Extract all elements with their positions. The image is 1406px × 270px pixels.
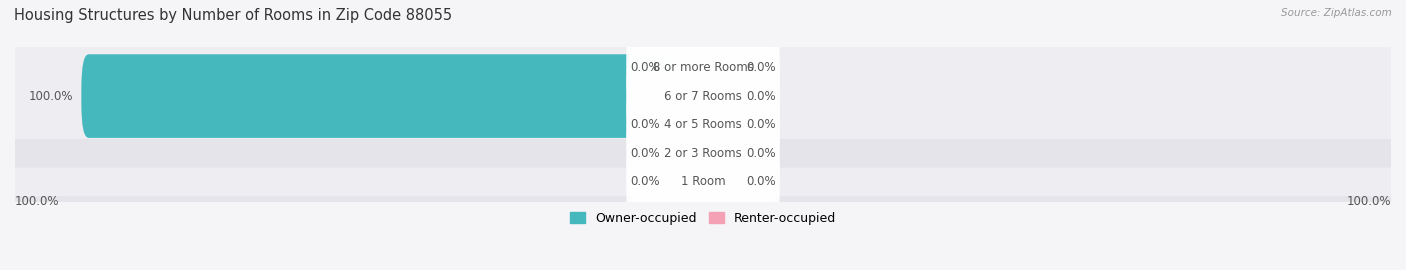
Text: 0.0%: 0.0%: [747, 90, 776, 103]
FancyBboxPatch shape: [669, 146, 709, 218]
Legend: Owner-occupied, Renter-occupied: Owner-occupied, Renter-occupied: [565, 207, 841, 230]
Text: 0.0%: 0.0%: [630, 118, 659, 131]
Text: 100.0%: 100.0%: [15, 195, 59, 208]
Text: Housing Structures by Number of Rooms in Zip Code 88055: Housing Structures by Number of Rooms in…: [14, 8, 453, 23]
FancyBboxPatch shape: [3, 82, 1403, 225]
FancyBboxPatch shape: [626, 75, 780, 174]
Text: 0.0%: 0.0%: [747, 147, 776, 160]
Text: 0.0%: 0.0%: [630, 147, 659, 160]
Text: 6 or 7 Rooms: 6 or 7 Rooms: [664, 90, 742, 103]
FancyBboxPatch shape: [626, 46, 780, 146]
Text: 0.0%: 0.0%: [747, 61, 776, 74]
FancyBboxPatch shape: [697, 89, 737, 161]
Text: 0.0%: 0.0%: [630, 176, 659, 188]
FancyBboxPatch shape: [626, 104, 780, 203]
FancyBboxPatch shape: [82, 54, 710, 138]
FancyBboxPatch shape: [697, 146, 737, 218]
Text: 0.0%: 0.0%: [630, 61, 659, 74]
Text: 0.0%: 0.0%: [747, 118, 776, 131]
FancyBboxPatch shape: [669, 117, 709, 190]
FancyBboxPatch shape: [3, 110, 1403, 254]
FancyBboxPatch shape: [669, 89, 709, 161]
FancyBboxPatch shape: [3, 25, 1403, 168]
Text: 2 or 3 Rooms: 2 or 3 Rooms: [664, 147, 742, 160]
FancyBboxPatch shape: [3, 0, 1403, 139]
FancyBboxPatch shape: [3, 53, 1403, 196]
Text: 0.0%: 0.0%: [747, 176, 776, 188]
FancyBboxPatch shape: [669, 31, 709, 103]
FancyBboxPatch shape: [697, 31, 737, 103]
Text: 1 Room: 1 Room: [681, 176, 725, 188]
Text: Source: ZipAtlas.com: Source: ZipAtlas.com: [1281, 8, 1392, 18]
Text: 8 or more Rooms: 8 or more Rooms: [652, 61, 754, 74]
Text: 4 or 5 Rooms: 4 or 5 Rooms: [664, 118, 742, 131]
FancyBboxPatch shape: [626, 18, 780, 117]
FancyBboxPatch shape: [697, 117, 737, 190]
Text: 100.0%: 100.0%: [30, 90, 73, 103]
FancyBboxPatch shape: [626, 133, 780, 231]
FancyBboxPatch shape: [697, 60, 737, 132]
Text: 100.0%: 100.0%: [1347, 195, 1391, 208]
